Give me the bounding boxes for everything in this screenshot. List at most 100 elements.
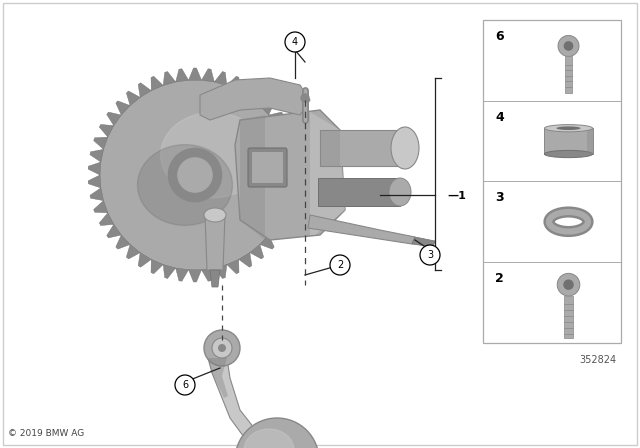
Polygon shape [90, 149, 104, 162]
Circle shape [168, 148, 221, 202]
Polygon shape [250, 91, 264, 106]
Text: 3: 3 [495, 191, 504, 204]
Text: 6: 6 [495, 30, 504, 43]
Circle shape [564, 41, 573, 51]
Ellipse shape [389, 178, 411, 206]
Text: 6: 6 [182, 380, 188, 390]
Polygon shape [88, 175, 101, 188]
Polygon shape [90, 188, 104, 201]
Polygon shape [289, 175, 302, 188]
Circle shape [558, 35, 579, 56]
Polygon shape [260, 101, 274, 115]
Polygon shape [320, 130, 340, 166]
Polygon shape [138, 253, 151, 267]
Polygon shape [99, 213, 114, 225]
Text: 3: 3 [427, 250, 433, 260]
Polygon shape [208, 358, 282, 448]
Polygon shape [189, 270, 202, 282]
Polygon shape [269, 224, 284, 238]
Circle shape [212, 338, 232, 358]
Circle shape [557, 273, 580, 296]
Polygon shape [202, 268, 214, 281]
Circle shape [563, 280, 573, 290]
Polygon shape [93, 137, 108, 149]
Polygon shape [93, 201, 108, 213]
Polygon shape [163, 72, 175, 86]
Polygon shape [163, 264, 175, 278]
Circle shape [100, 80, 290, 270]
Polygon shape [227, 76, 239, 90]
Polygon shape [107, 224, 122, 238]
Polygon shape [320, 130, 405, 166]
Polygon shape [260, 235, 274, 249]
Circle shape [330, 255, 350, 275]
Bar [564, 296, 573, 338]
Ellipse shape [556, 126, 580, 130]
Polygon shape [200, 78, 310, 120]
Polygon shape [214, 72, 227, 86]
Polygon shape [208, 358, 228, 398]
Polygon shape [276, 125, 291, 137]
Polygon shape [151, 76, 163, 90]
Polygon shape [116, 101, 130, 115]
Text: © 2019 BMW AG: © 2019 BMW AG [8, 429, 84, 438]
Polygon shape [214, 264, 227, 278]
Circle shape [301, 94, 309, 102]
Ellipse shape [244, 429, 294, 448]
Polygon shape [289, 162, 302, 175]
Circle shape [218, 344, 226, 352]
Polygon shape [269, 112, 284, 125]
Polygon shape [138, 83, 151, 97]
Text: 4: 4 [495, 111, 504, 124]
Polygon shape [116, 235, 130, 249]
Polygon shape [175, 268, 189, 281]
Polygon shape [587, 128, 593, 154]
Polygon shape [88, 162, 101, 175]
Polygon shape [282, 201, 296, 213]
Text: 352824: 352824 [580, 355, 617, 365]
Circle shape [178, 158, 212, 192]
Circle shape [175, 375, 195, 395]
Polygon shape [308, 215, 415, 244]
Polygon shape [239, 253, 252, 267]
Polygon shape [202, 69, 214, 82]
Text: 2: 2 [495, 272, 504, 285]
Polygon shape [287, 188, 300, 201]
Ellipse shape [161, 112, 265, 198]
Polygon shape [210, 270, 220, 287]
Ellipse shape [545, 151, 593, 158]
Polygon shape [483, 20, 621, 343]
Ellipse shape [138, 145, 232, 225]
Polygon shape [239, 83, 252, 97]
Polygon shape [240, 115, 265, 240]
Polygon shape [227, 259, 239, 274]
Text: 4: 4 [292, 37, 298, 47]
Ellipse shape [391, 127, 419, 169]
Polygon shape [412, 237, 435, 247]
Circle shape [420, 245, 440, 265]
Polygon shape [107, 112, 122, 125]
Polygon shape [175, 69, 189, 82]
Polygon shape [282, 137, 296, 149]
Polygon shape [151, 259, 163, 274]
Polygon shape [276, 213, 291, 225]
FancyBboxPatch shape [248, 148, 287, 187]
Polygon shape [545, 128, 593, 154]
Polygon shape [126, 91, 140, 106]
FancyBboxPatch shape [252, 152, 283, 183]
Polygon shape [205, 215, 225, 270]
Polygon shape [235, 110, 345, 240]
Polygon shape [310, 112, 345, 235]
Circle shape [204, 330, 240, 366]
Polygon shape [189, 68, 202, 80]
Polygon shape [250, 245, 264, 259]
Polygon shape [126, 245, 140, 259]
Text: —1: —1 [447, 191, 466, 201]
Polygon shape [99, 125, 114, 137]
Ellipse shape [545, 125, 593, 132]
Circle shape [285, 32, 305, 52]
Ellipse shape [204, 208, 226, 222]
Polygon shape [318, 178, 400, 206]
Bar [565, 56, 572, 93]
Text: 2: 2 [337, 260, 343, 270]
